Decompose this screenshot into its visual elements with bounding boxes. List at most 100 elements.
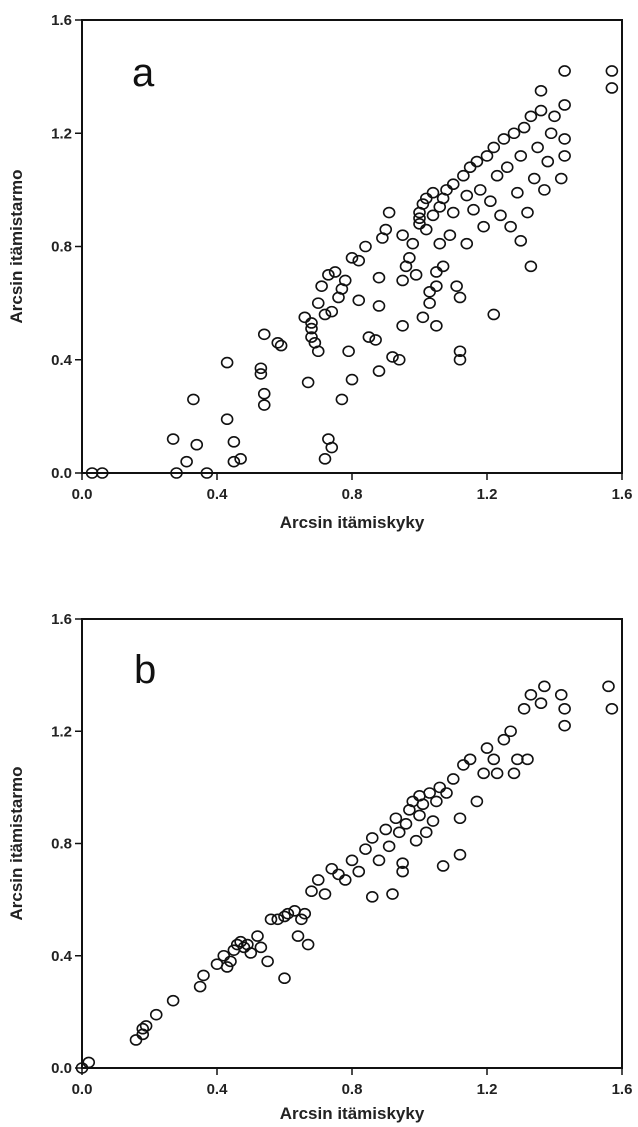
data-point-a-101 — [490, 169, 504, 182]
data-point-a-97 — [480, 150, 494, 162]
data-point-a-87 — [453, 345, 467, 358]
data-point-a-73 — [426, 209, 440, 222]
data-point-a-34 — [322, 269, 335, 281]
data-point-a-7 — [187, 393, 200, 406]
data-point-a-109 — [514, 150, 528, 162]
data-point-a-121 — [548, 110, 561, 123]
data-point-a-119 — [541, 155, 555, 168]
data-point-b-66 — [446, 773, 460, 785]
data-point-a-20 — [298, 311, 312, 324]
x-axis-label-b: Arcsin itämiskyky — [280, 1104, 425, 1123]
data-point-a-128 — [605, 82, 619, 94]
data-point-b-79 — [511, 753, 524, 766]
data-point-b-40 — [352, 865, 366, 878]
data-point-b-35 — [318, 888, 332, 900]
data-point-a-75 — [430, 280, 443, 292]
data-point-a-127 — [605, 65, 619, 77]
data-point-a-58 — [396, 229, 409, 241]
data-point-a-15 — [257, 387, 271, 400]
data-point-a-123 — [558, 65, 571, 77]
data-point-b-75 — [490, 767, 504, 780]
points-b — [75, 680, 619, 1074]
data-point-b-1 — [82, 1056, 96, 1069]
data-point-a-108 — [514, 235, 528, 247]
data-point-b-49 — [392, 826, 406, 839]
data-point-a-115 — [531, 141, 544, 154]
data-point-a-77 — [433, 237, 447, 250]
data-point-a-72 — [426, 186, 440, 199]
data-point-b-41 — [359, 843, 372, 855]
data-point-b-8 — [193, 980, 207, 993]
panel-label-b: b — [134, 648, 156, 692]
data-point-a-116 — [534, 104, 548, 117]
data-point-b-78 — [507, 767, 521, 780]
data-point-a-28 — [315, 280, 328, 292]
data-point-b-21 — [254, 941, 268, 954]
data-point-a-111 — [521, 206, 534, 219]
data-point-a-125 — [558, 133, 571, 145]
data-point-a-42 — [345, 252, 359, 264]
data-point-a-112 — [524, 110, 538, 123]
data-point-a-14 — [254, 368, 268, 380]
data-point-a-0 — [85, 467, 99, 479]
scatter-plot-a: a Arcsin itämiskyky Arcsin itämistarmo 0… — [7, 12, 632, 532]
data-point-a-8 — [220, 413, 234, 426]
data-point-b-22 — [261, 955, 274, 968]
data-point-b-86 — [558, 702, 571, 715]
data-point-a-94 — [470, 155, 484, 168]
data-point-b-30 — [295, 913, 308, 926]
data-point-b-55 — [409, 834, 423, 847]
data-point-a-32 — [318, 308, 332, 321]
data-point-a-83 — [446, 206, 460, 219]
data-point-b-15 — [230, 938, 244, 951]
data-point-a-81 — [440, 184, 453, 196]
plot-frame-b — [81, 618, 623, 1069]
data-point-b-54 — [406, 795, 420, 808]
data-point-b-45 — [379, 823, 393, 836]
data-point-b-52 — [399, 818, 413, 830]
data-point-b-16 — [234, 935, 247, 948]
data-point-a-24 — [305, 331, 318, 343]
y-tick-label-a-3: 1.2 — [51, 125, 72, 142]
data-point-b-70 — [463, 753, 477, 766]
x-tick-label-b-2: 0.8 — [342, 1081, 363, 1098]
data-point-a-84 — [446, 178, 460, 191]
data-point-b-76 — [497, 733, 511, 746]
points-a — [85, 65, 619, 479]
data-point-b-59 — [419, 826, 433, 839]
data-point-b-32 — [301, 938, 315, 951]
data-point-a-98 — [484, 195, 497, 207]
data-point-a-70 — [423, 297, 436, 309]
data-point-b-44 — [372, 854, 386, 867]
data-point-b-58 — [416, 798, 430, 811]
data-point-b-46 — [382, 840, 396, 853]
data-point-a-122 — [554, 172, 568, 185]
y-tick-label-a-0: 0.0 — [51, 465, 72, 482]
data-point-a-48 — [372, 365, 386, 377]
x-tick-label-a-4: 1.6 — [612, 486, 633, 503]
data-point-a-95 — [473, 184, 487, 196]
data-point-a-74 — [430, 319, 443, 332]
data-point-b-67 — [453, 812, 467, 825]
y-tick-label-a-2: 0.8 — [51, 239, 72, 256]
data-point-b-25 — [278, 972, 291, 985]
data-point-a-17 — [257, 328, 271, 341]
data-point-a-91 — [460, 237, 474, 250]
x-tick-label-b-0: 0.0 — [72, 1081, 93, 1098]
data-point-a-106 — [507, 127, 521, 140]
data-point-a-43 — [352, 294, 366, 307]
x-tick-label-a-0: 0.0 — [72, 486, 93, 503]
data-point-a-33 — [325, 305, 339, 318]
data-point-b-63 — [433, 781, 447, 794]
data-point-a-118 — [538, 184, 551, 196]
data-point-b-2 — [129, 1034, 143, 1046]
data-point-b-13 — [224, 955, 237, 968]
data-point-a-105 — [504, 220, 517, 233]
data-point-b-36 — [325, 862, 339, 875]
data-point-b-65 — [440, 787, 453, 799]
data-point-a-16 — [257, 399, 271, 411]
data-point-b-29 — [291, 930, 305, 942]
data-point-b-47 — [386, 888, 399, 900]
data-point-a-1 — [95, 467, 109, 479]
data-point-b-68 — [453, 848, 467, 861]
